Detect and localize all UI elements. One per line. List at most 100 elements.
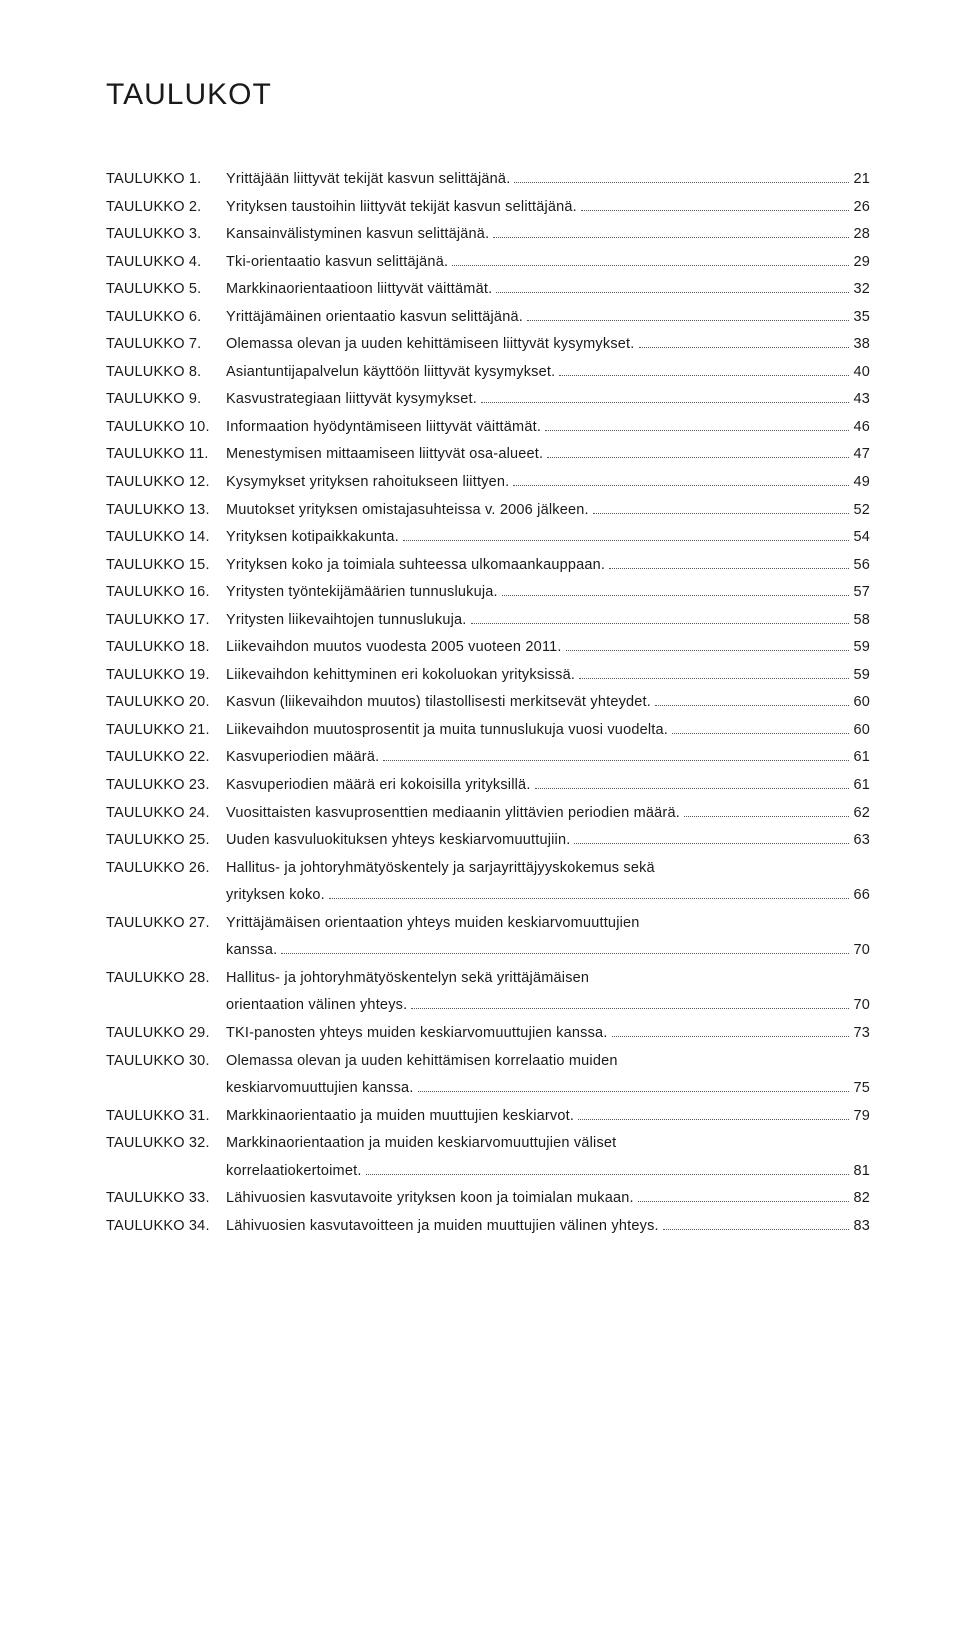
toc-entry-desc: Asiantuntijapalvelun käyttöön liittyvät … (226, 359, 555, 387)
toc-entry-desc: TKI-panosten yhteys muiden keskiarvomuut… (226, 1020, 608, 1048)
toc-entry-desc: Markkinaorientaatio ja muiden muuttujien… (226, 1103, 574, 1131)
toc-row: TAULUKKO 5.Markkinaorientaatioon liittyv… (106, 276, 870, 304)
toc-leader (493, 224, 849, 238)
toc-entry-page: 82 (853, 1185, 870, 1213)
toc-entry-desc: Yrittäjämäinen orientaatio kasvun selitt… (226, 304, 523, 332)
toc-leader (655, 692, 849, 706)
toc-entry-label: TAULUKKO 14. (106, 524, 226, 552)
toc-entry-label: TAULUKKO 16. (106, 579, 226, 607)
toc-entry-label: TAULUKKO 20. (106, 689, 226, 717)
toc-entry-label: TAULUKKO 19. (106, 662, 226, 690)
toc-entry-label: TAULUKKO 22. (106, 744, 226, 772)
toc-entry-label: TAULUKKO 28. (106, 965, 226, 993)
toc-leader (672, 720, 849, 734)
toc-row: TAULUKKO 8.Asiantuntijapalvelun käyttöön… (106, 359, 870, 387)
toc-entry-desc: Lähivuosien kasvutavoitteen ja muiden mu… (226, 1213, 659, 1241)
toc-entry-page: 61 (853, 744, 870, 772)
toc-leader (281, 940, 849, 954)
toc-leader (403, 527, 850, 541)
toc-entry-desc: Lähivuosien kasvutavoite yrityksen koon … (226, 1185, 634, 1213)
toc-leader (418, 1078, 850, 1092)
toc-entry-desc: Kasvun (liikevaihdon muutos) tilastollis… (226, 689, 651, 717)
toc-leader (383, 747, 849, 761)
toc-entry-page: 73 (853, 1020, 870, 1048)
toc-row: yrityksen koko. 66 (106, 882, 870, 910)
toc-entry-page: 79 (853, 1103, 870, 1131)
toc-leader (574, 830, 849, 844)
toc-entry-label: TAULUKKO 31. (106, 1103, 226, 1131)
toc-entry-label: TAULUKKO 1. (106, 166, 226, 194)
toc-entry-label: TAULUKKO 23. (106, 772, 226, 800)
toc-entry-page: 59 (853, 662, 870, 690)
toc-leader (502, 582, 850, 596)
toc-entry-page: 60 (853, 717, 870, 745)
toc-row: TAULUKKO 3.Kansainvälistyminen kasvun se… (106, 221, 870, 249)
toc-entry-desc: Yrityksen koko ja toimiala suhteessa ulk… (226, 552, 605, 580)
toc-leader (481, 389, 850, 403)
toc-entry-page: 70 (853, 992, 870, 1020)
toc-leader (329, 885, 850, 899)
toc-entry-desc: Yrityksen kotipaikkakunta. (226, 524, 399, 552)
toc-row: orientaation välinen yhteys.70 (106, 992, 870, 1020)
toc-entry-label: TAULUKKO 34. (106, 1213, 226, 1241)
toc-row: TAULUKKO 32.Markkinaorientaation ja muid… (106, 1130, 870, 1158)
toc-row: korrelaatiokertoimet.81 (106, 1158, 870, 1186)
toc-entry-desc: Kysymykset yrityksen rahoitukseen liitty… (226, 469, 509, 497)
toc-leader (411, 995, 849, 1009)
toc-entry-label: TAULUKKO 6. (106, 304, 226, 332)
page: TAULUKOT TAULUKKO 1.Yrittäjään liittyvät… (0, 0, 960, 1631)
toc-entry-desc: Kasvuperiodien määrä eri kokoisilla yrit… (226, 772, 531, 800)
toc-entry-page: 49 (853, 469, 870, 497)
toc-entry-page: 47 (853, 441, 870, 469)
toc-row: TAULUKKO 23.Kasvuperiodien määrä eri kok… (106, 772, 870, 800)
toc-entry-label: TAULUKKO 3. (106, 221, 226, 249)
toc-entry-desc: Olemassa olevan ja uuden kehittämiseen l… (226, 331, 635, 359)
toc-row: TAULUKKO 24.Vuosittaisten kasvuprosentti… (106, 800, 870, 828)
toc-leader (496, 279, 849, 293)
toc-row: TAULUKKO 14.Yrityksen kotipaikkakunta. 54 (106, 524, 870, 552)
toc-leader (638, 1188, 850, 1202)
toc-entry-page: 26 (853, 194, 870, 222)
toc-row: TAULUKKO 17.Yritysten liikevaihtojen tun… (106, 607, 870, 635)
toc-entry-desc: Yrittäjämäisen orientaation yhteys muide… (226, 910, 640, 938)
toc-entry-page: 70 (853, 937, 870, 965)
toc-entry-desc: Tki-orientaatio kasvun selittäjänä. (226, 249, 448, 277)
toc-row: TAULUKKO 34.Lähivuosien kasvutavoitteen … (106, 1213, 870, 1241)
toc-leader (452, 252, 849, 266)
toc-entry-page: 40 (853, 359, 870, 387)
toc-entry-label: TAULUKKO 15. (106, 552, 226, 580)
toc-entry-label: TAULUKKO 25. (106, 827, 226, 855)
toc-entry-desc: Yritysten työntekijämäärien tunnuslukuja… (226, 579, 498, 607)
toc-entry-page: 58 (853, 607, 870, 635)
toc-entry-page: 21 (853, 166, 870, 194)
toc-entry-label: TAULUKKO 26. (106, 855, 226, 883)
toc-entry-label: TAULUKKO 4. (106, 249, 226, 277)
toc-entry-page: 66 (853, 882, 870, 910)
toc-entry-desc: Menestymisen mittaamiseen liittyvät osa-… (226, 441, 543, 469)
toc-entry-desc: Liikevaihdon muutos vuodesta 2005 vuotee… (226, 634, 562, 662)
toc-leader (578, 1106, 849, 1120)
toc-row: TAULUKKO 13.Muutokset yrityksen omistaja… (106, 497, 870, 525)
toc-leader (559, 362, 849, 376)
toc-entry-desc: Kansainvälistyminen kasvun selittäjänä. (226, 221, 489, 249)
toc-row: TAULUKKO 12.Kysymykset yrityksen rahoitu… (106, 469, 870, 497)
toc-entry-page: 54 (853, 524, 870, 552)
toc-leader (366, 1161, 850, 1175)
toc-entry-desc: Olemassa olevan ja uuden kehittämisen ko… (226, 1048, 618, 1076)
toc-row: TAULUKKO 26.Hallitus- ja johtoryhmätyösk… (106, 855, 870, 883)
toc-entry-desc: Kasvustrategiaan liittyvät kysymykset. (226, 386, 477, 414)
toc-row: TAULUKKO 4.Tki-orientaatio kasvun selitt… (106, 249, 870, 277)
toc-entry-desc: Yrityksen taustoihin liittyvät tekijät k… (226, 194, 577, 222)
toc-leader (593, 500, 850, 514)
toc-row: TAULUKKO 31.Markkinaorientaatio ja muide… (106, 1103, 870, 1131)
toc-row: TAULUKKO 1.Yrittäjään liittyvät tekijät … (106, 166, 870, 194)
toc-row: TAULUKKO 29.TKI-panosten yhteys muiden k… (106, 1020, 870, 1048)
toc-leader (471, 610, 850, 624)
toc-entry-desc: yrityksen koko. (226, 882, 325, 910)
toc-entry-label: TAULUKKO 30. (106, 1048, 226, 1076)
toc-entry-desc: Hallitus- ja johtoryhmätyöskentely ja sa… (226, 855, 655, 883)
toc-entry-desc: Muutokset yrityksen omistajasuhteissa v.… (226, 497, 589, 525)
toc-entry-desc: Uuden kasvuluokituksen yhteys keskiarvom… (226, 827, 570, 855)
toc-entry-label: TAULUKKO 18. (106, 634, 226, 662)
toc-leader (609, 555, 849, 569)
